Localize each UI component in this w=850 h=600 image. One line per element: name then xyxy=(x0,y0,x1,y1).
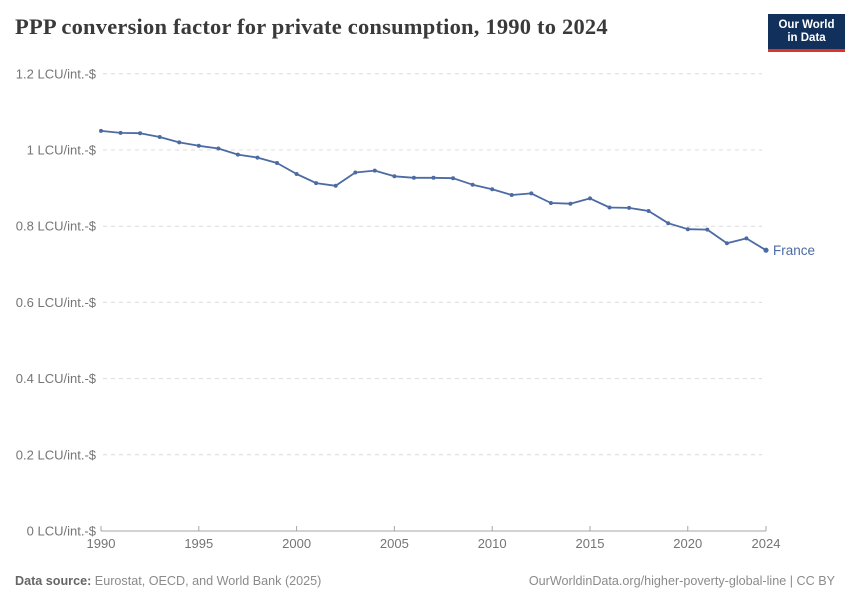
owid-logo-line1: Our World xyxy=(778,18,835,31)
x-axis-tick-label: 2010 xyxy=(478,536,507,551)
data-point-1999[interactable] xyxy=(275,161,279,165)
owid-logo[interactable]: Our World in Data xyxy=(768,14,845,52)
data-point-2003[interactable] xyxy=(353,170,358,175)
y-axis-tick-label: 0 LCU/int.-$ xyxy=(27,524,97,539)
x-axis-tick-label: 1995 xyxy=(184,536,213,551)
data-point-2021[interactable] xyxy=(705,227,710,232)
y-axis-tick-label: 0.2 LCU/int.-$ xyxy=(16,447,97,462)
chart-title: PPP conversion factor for private consum… xyxy=(15,14,608,39)
data-point-2020[interactable] xyxy=(685,227,690,232)
data-source: Data source: Eurostat, OECD, and World B… xyxy=(15,574,321,588)
data-point-2018[interactable] xyxy=(646,209,651,213)
y-axis-tick-label: 1 LCU/int.-$ xyxy=(27,143,97,158)
data-source-label: Data source: xyxy=(15,574,92,588)
x-axis-tick-label: 2005 xyxy=(380,536,409,551)
data-point-2006[interactable] xyxy=(411,175,416,180)
y-axis-tick-label: 0.8 LCU/int.-$ xyxy=(16,219,97,234)
data-point-1990[interactable] xyxy=(99,128,103,133)
data-point-2022[interactable] xyxy=(724,241,729,246)
y-axis-tick-label: 1.2 LCU/int.-$ xyxy=(16,66,97,81)
y-axis-tick-label: 0.6 LCU/int.-$ xyxy=(16,295,97,310)
data-point-1998[interactable] xyxy=(255,155,260,160)
data-point-2004[interactable] xyxy=(372,168,377,173)
data-point-2013[interactable] xyxy=(548,201,553,205)
x-axis-tick-label: 2024 xyxy=(752,536,781,551)
series-label-france[interactable]: France xyxy=(773,243,815,258)
y-axis-tick-label: 0.4 LCU/int.-$ xyxy=(16,371,97,386)
data-point-1991[interactable] xyxy=(118,130,123,135)
data-point-1994[interactable] xyxy=(177,140,182,145)
data-point-2024[interactable] xyxy=(763,247,769,253)
data-point-2019[interactable] xyxy=(666,221,671,226)
x-axis-tick-label: 2020 xyxy=(673,536,702,551)
data-point-2014[interactable] xyxy=(568,201,573,206)
data-point-1995[interactable] xyxy=(196,143,201,148)
data-point-2011[interactable] xyxy=(509,193,514,197)
data-point-2000[interactable] xyxy=(294,172,299,176)
x-axis-tick-label: 2000 xyxy=(282,536,311,551)
x-axis-tick-label: 2015 xyxy=(576,536,605,551)
data-point-2010[interactable] xyxy=(490,187,495,192)
data-source-text: Eurostat, OECD, and World Bank (2025) xyxy=(91,574,322,588)
data-point-2012[interactable] xyxy=(529,191,534,196)
france-series-line[interactable] xyxy=(100,130,767,251)
data-point-1993[interactable] xyxy=(157,135,162,139)
data-point-2001[interactable] xyxy=(314,181,319,186)
data-point-2007[interactable] xyxy=(431,175,436,180)
data-point-2017[interactable] xyxy=(627,205,632,210)
data-point-2015[interactable] xyxy=(588,196,592,201)
data-point-2016[interactable] xyxy=(607,205,612,210)
data-point-1996[interactable] xyxy=(216,146,221,151)
data-point-2005[interactable] xyxy=(392,174,397,179)
data-point-2008[interactable] xyxy=(451,176,456,181)
data-point-2002[interactable] xyxy=(333,183,338,188)
owid-logo-line2: in Data xyxy=(787,32,826,44)
data-point-1997[interactable] xyxy=(235,152,240,157)
data-point-2009[interactable] xyxy=(470,182,475,187)
attribution-link[interactable]: OurWorldinData.org/higher-poverty-global… xyxy=(528,574,835,588)
data-point-2023[interactable] xyxy=(744,236,749,241)
x-axis-tick-label: 1990 xyxy=(87,536,116,551)
data-point-1992[interactable] xyxy=(138,131,143,136)
